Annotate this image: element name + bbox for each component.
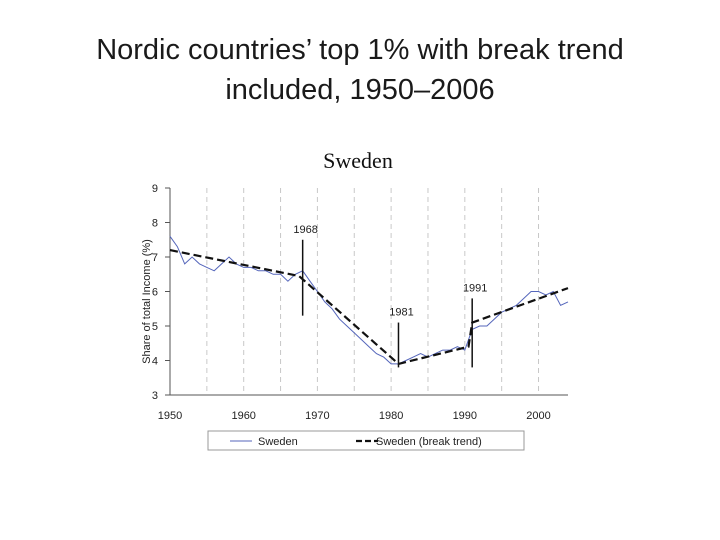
y-tick-label-4: 4 xyxy=(152,356,158,368)
y-tick-label-3: 3 xyxy=(152,390,158,402)
y-tick-label-8: 8 xyxy=(152,218,158,230)
x-tick-label-1980: 1980 xyxy=(379,410,403,422)
annotation-group: 1968 1981 1991 xyxy=(293,224,487,368)
chart-title: Sweden xyxy=(323,148,393,173)
axes: 3 4 5 6 7 8 9 1950 1960 1970 1980 1990 2000 xyxy=(152,183,568,422)
y-tick-label-9: 9 xyxy=(152,183,158,195)
legend-label-0: Sweden xyxy=(258,436,298,448)
y-tick-label-5: 5 xyxy=(152,321,158,333)
break-label-1981: 1981 xyxy=(389,307,413,319)
slide-title-line-2: included, 1950–2006 xyxy=(225,74,495,106)
y-tick-label-6: 6 xyxy=(152,287,158,299)
series-line-1 xyxy=(169,249,569,366)
x-tick-label-1970: 1970 xyxy=(305,410,329,422)
slide-title: Nordic countries’ top 1% with break tren… xyxy=(0,30,720,110)
legend-label-1: Sweden (break trend) xyxy=(376,436,482,448)
break-label-1991: 1991 xyxy=(463,282,487,294)
x-tick-label-1960: 1960 xyxy=(231,410,255,422)
x-tick-label-1950: 1950 xyxy=(158,410,182,422)
y-tick-label-7: 7 xyxy=(152,252,158,264)
break-label-1968: 1968 xyxy=(293,224,317,236)
x-tick-label-1990: 1990 xyxy=(453,410,477,422)
plot-background xyxy=(170,188,568,395)
legend: Sweden Sweden (break trend) xyxy=(207,430,525,451)
plot-area xyxy=(170,188,568,395)
grid-lines xyxy=(206,188,540,395)
series-group xyxy=(169,236,569,366)
y-axis-title: Share of total Income (%) xyxy=(141,239,153,364)
x-tick-label-2000: 2000 xyxy=(526,410,550,422)
slide-title-line-1: Nordic countries’ top 1% with break tren… xyxy=(96,34,624,66)
